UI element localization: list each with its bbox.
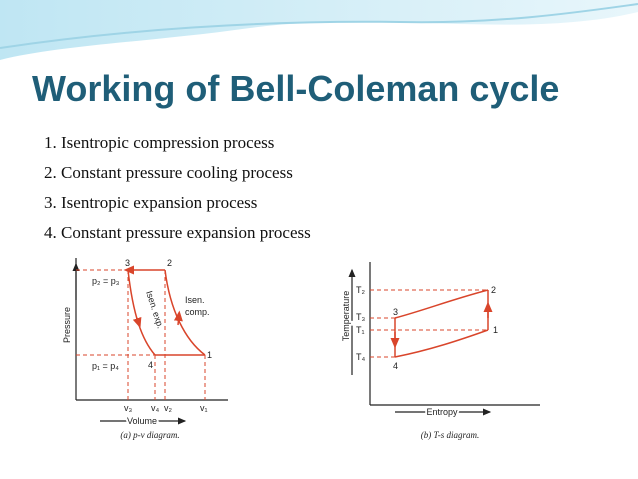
slide-title: Working of Bell-Coleman cycle [32, 68, 559, 109]
guide-lines [370, 289, 488, 358]
step: 1. Isentropic compression process [44, 133, 274, 152]
point-label: 4 [148, 360, 153, 370]
guide-lines [76, 269, 206, 400]
temperature-label: T₂ [356, 285, 365, 295]
point-label: 2 [491, 285, 496, 295]
process-arrow [173, 310, 183, 326]
header-wave [0, 0, 638, 60]
process-arrow [132, 316, 142, 329]
caption: (a) p-v diagram. [120, 430, 179, 440]
volume-label: v₃ [124, 403, 133, 413]
pressure-label: p₁ = p₄ [92, 361, 119, 371]
step: 3. Isentropic expansion process [44, 193, 257, 212]
process-line [164, 269, 206, 356]
point-label: 2 [167, 258, 172, 268]
volume-label: v₄ [151, 403, 160, 413]
axis-label: Temperature [341, 291, 351, 342]
process-line [394, 329, 489, 358]
axis-label: Pressure [62, 307, 72, 343]
temperature-label: T₃ [356, 312, 365, 322]
point-label: 1 [207, 350, 212, 360]
pv-diagram: Pressure 1 2 3 4 p₂ = p₃ p₁ = p₄ v₃ v₄ v… [62, 258, 228, 440]
axis-label: Entropy [426, 407, 458, 417]
caption: (b) T-s diagram. [421, 430, 480, 440]
point-label: 3 [125, 258, 130, 268]
point-label: 4 [393, 361, 398, 371]
point-label: 1 [493, 325, 498, 335]
step: 4. Constant pressure expansion process [44, 223, 311, 242]
axis-label: Volume [127, 416, 157, 426]
process-line [394, 289, 489, 319]
step: 2. Constant pressure cooling process [44, 163, 293, 182]
volume-label: v₂ [164, 403, 173, 413]
volume-label: v₁ [200, 403, 208, 413]
process-label: comp. [185, 307, 210, 317]
process-label: Isen. [185, 295, 205, 305]
pressure-label: p₂ = p₃ [92, 276, 120, 286]
ts-diagram: Temperature 1 2 3 4 T₂ T₃ T₁ T₄ Entropy … [339, 262, 540, 440]
temperature-label: T₄ [356, 352, 365, 362]
temperature-label: T₁ [356, 325, 365, 335]
point-label: 3 [393, 307, 398, 317]
process-label: Isen. exp. [144, 290, 166, 330]
